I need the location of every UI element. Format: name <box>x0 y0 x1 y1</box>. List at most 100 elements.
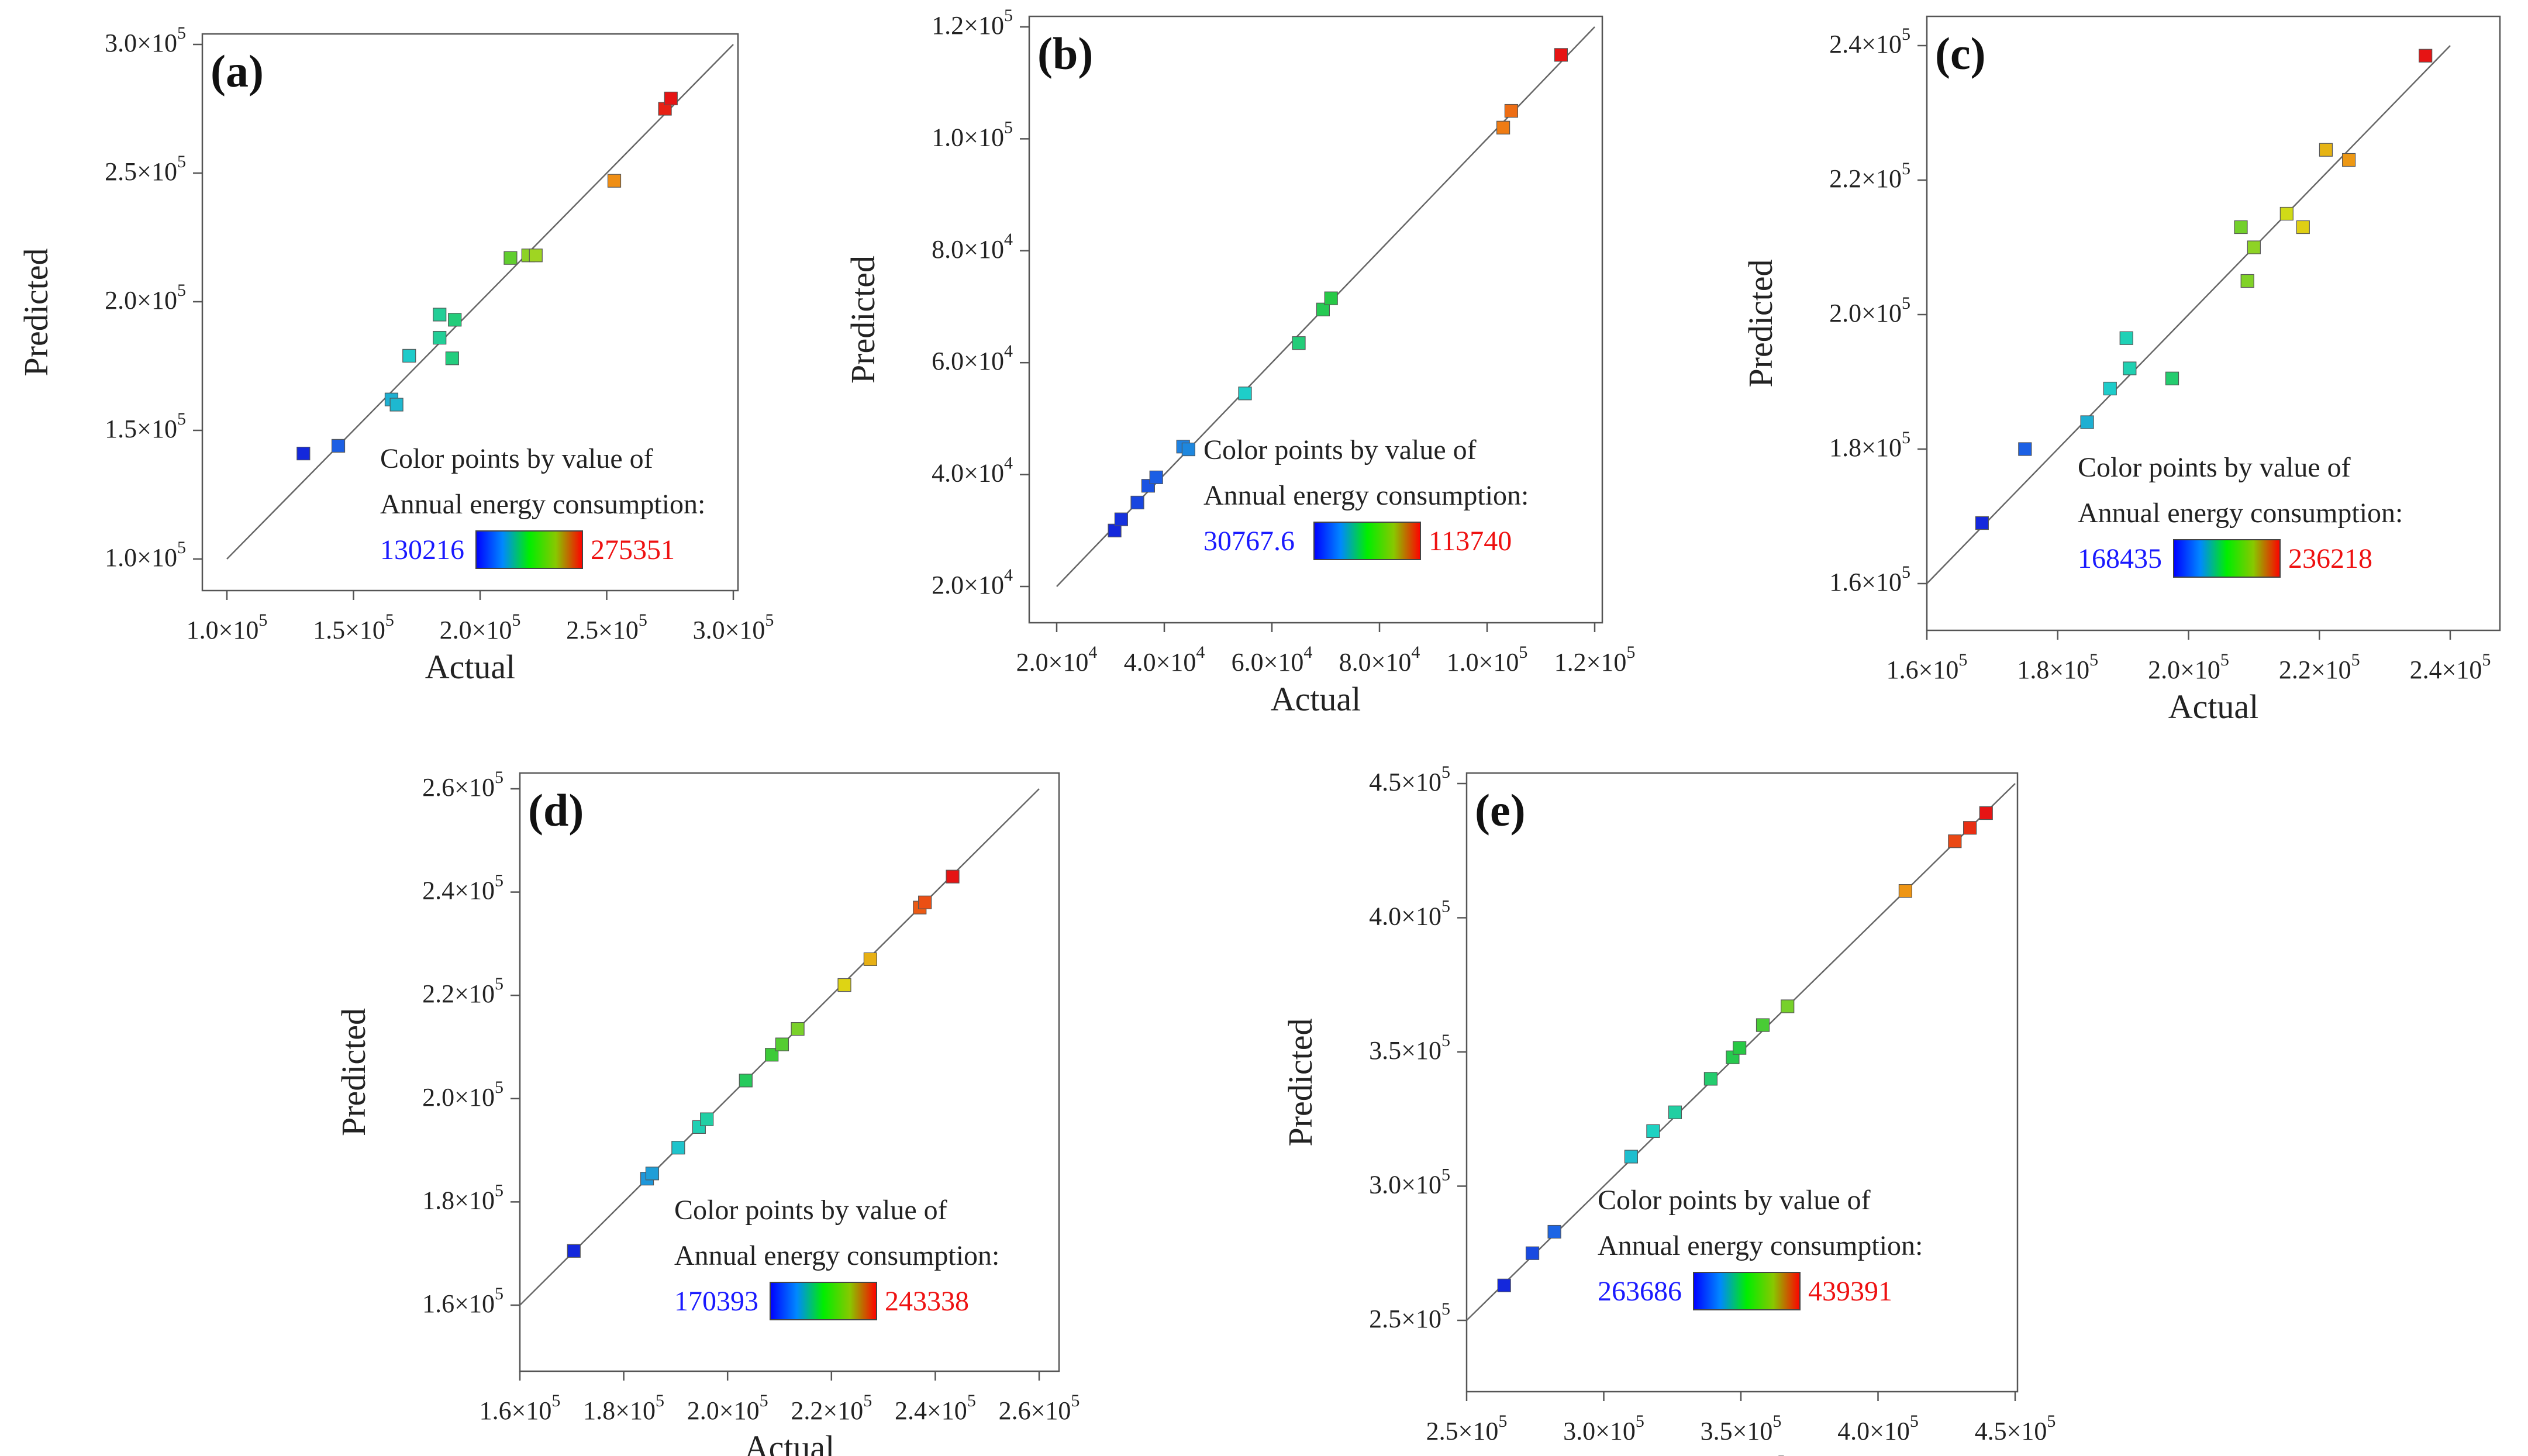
data-point <box>1979 806 1993 820</box>
y-tick-label: 1.2×105 <box>932 6 1013 40</box>
data-point <box>1898 884 1912 898</box>
x-tick-label: 3.0×105 <box>693 610 774 644</box>
legend-title-line2: Annual energy consumption: <box>1203 480 1529 511</box>
data-point <box>765 1048 779 1062</box>
x-tick-label: 2.4×105 <box>895 1391 976 1425</box>
x-tick-label: 2.6×105 <box>999 1391 1080 1425</box>
y-tick-label: 2.0×105 <box>1829 294 1910 327</box>
data-point <box>1963 821 1977 835</box>
data-point <box>1733 1041 1747 1055</box>
data-point <box>1624 1150 1638 1164</box>
data-point <box>946 870 960 884</box>
y-tick-label: 2.0×104 <box>932 565 1013 599</box>
x-axis-label: Actual <box>425 648 516 686</box>
reference-line <box>1926 45 2451 584</box>
x-tick-label: 2.5×105 <box>1426 1412 1508 1445</box>
x-tick-label: 1.8×105 <box>583 1391 664 1425</box>
data-point <box>2123 361 2137 375</box>
data-point <box>2247 240 2261 254</box>
x-tick-label: 1.5×105 <box>313 610 394 644</box>
y-tick-label: 2.2×105 <box>1829 159 1910 193</box>
legend-min-value: 170393 <box>674 1286 758 1317</box>
legend-title-line2: Annual energy consumption: <box>1598 1230 1923 1261</box>
chart-panel-d: 1.6×105 1.8×105 2.0×105 2.2×105 2.4×105 2.6×1… <box>334 768 1080 1456</box>
x-tick-label: 6.0×104 <box>1232 643 1313 677</box>
x-tick-label: 3.5×105 <box>1701 1412 1782 1445</box>
x-tick-label: 1.2×105 <box>1554 643 1636 677</box>
data-point <box>1525 1246 1540 1260</box>
legend-title-line1: Color points by value of <box>380 443 653 474</box>
data-point <box>1781 999 1795 1013</box>
legend-min-value: 263686 <box>1598 1276 1682 1307</box>
data-point <box>2103 381 2117 396</box>
plot-frame <box>201 33 739 592</box>
data-point <box>1114 512 1129 526</box>
legend-color-bar <box>1313 522 1421 560</box>
data-point <box>2234 220 2248 234</box>
data-point <box>1975 516 1989 530</box>
data-point <box>671 1141 685 1155</box>
x-tick-label: 3.0×105 <box>1563 1412 1644 1445</box>
legend-title-line2: Annual energy consumption: <box>380 489 705 520</box>
x-tick-label: 8.0×104 <box>1339 643 1420 677</box>
data-point <box>2341 153 2356 167</box>
legend-max-value: 275351 <box>591 534 675 565</box>
y-tick-label: 2.4×105 <box>422 871 503 905</box>
x-axis-label: Actual <box>1697 1449 1788 1456</box>
data-point <box>445 351 459 365</box>
x-tick-label: 1.6×105 <box>480 1391 561 1425</box>
data-point <box>1181 442 1196 457</box>
data-point <box>433 308 447 322</box>
y-tick-label: 4.0×105 <box>1369 897 1450 931</box>
x-axis-label: Actual <box>1271 680 1361 718</box>
y-tick-label: 2.4×105 <box>1829 25 1910 58</box>
data-point <box>2240 274 2254 288</box>
data-point <box>2080 415 2094 429</box>
y-tick-label: 1.0×105 <box>932 118 1013 151</box>
data-point <box>1547 1224 1561 1239</box>
data-point <box>448 313 462 327</box>
y-tick-label: 3.0×105 <box>105 23 186 57</box>
x-tick-label: 1.8×105 <box>2017 650 2098 684</box>
legend-max-value: 243338 <box>885 1286 969 1317</box>
data-point <box>1149 470 1163 484</box>
panel-label: (a) <box>211 46 264 96</box>
y-tick-label: 2.0×105 <box>422 1078 503 1112</box>
y-tick-label: 3.5×105 <box>1369 1031 1450 1065</box>
x-tick-label: 4.0×104 <box>1124 643 1205 677</box>
data-point <box>700 1112 714 1126</box>
legend-min-value: 130216 <box>380 534 464 565</box>
legend-max-value: 113740 <box>1429 526 1512 557</box>
y-tick-label: 1.8×105 <box>1829 428 1910 462</box>
data-point <box>2419 49 2433 63</box>
legend-min-value: 168435 <box>2078 543 2162 574</box>
data-point <box>389 398 403 412</box>
data-point <box>1703 1072 1718 1086</box>
legend-max-value: 439391 <box>1808 1276 1892 1307</box>
data-point <box>863 952 878 966</box>
y-axis-label: Predicted <box>334 1008 373 1136</box>
data-point <box>1504 103 1518 118</box>
y-axis-label: Predicted <box>17 248 55 376</box>
data-point <box>2018 442 2032 456</box>
x-tick-label: 2.0×104 <box>1016 643 1098 677</box>
legend-color-bar <box>1693 1272 1801 1310</box>
data-point <box>607 174 622 188</box>
legend-title-line1: Color points by value of <box>2078 452 2351 483</box>
data-point <box>2119 331 2133 345</box>
x-tick-label: 1.0×105 <box>187 610 268 644</box>
x-tick-label: 2.5×105 <box>566 610 647 644</box>
legend-color-bar <box>2173 539 2281 578</box>
data-point <box>433 330 447 345</box>
y-tick-label: 2.5×105 <box>1369 1299 1450 1333</box>
panel-label: (d) <box>528 785 584 836</box>
legend-max-value: 236218 <box>2288 543 2372 574</box>
data-point <box>1292 336 1306 350</box>
data-point <box>2296 220 2310 234</box>
data-point <box>1130 495 1144 510</box>
data-point <box>775 1037 789 1051</box>
legend-title-line2: Annual energy consumption: <box>2078 498 2403 529</box>
y-tick-label: 1.5×105 <box>105 409 186 443</box>
data-point <box>2279 206 2294 221</box>
